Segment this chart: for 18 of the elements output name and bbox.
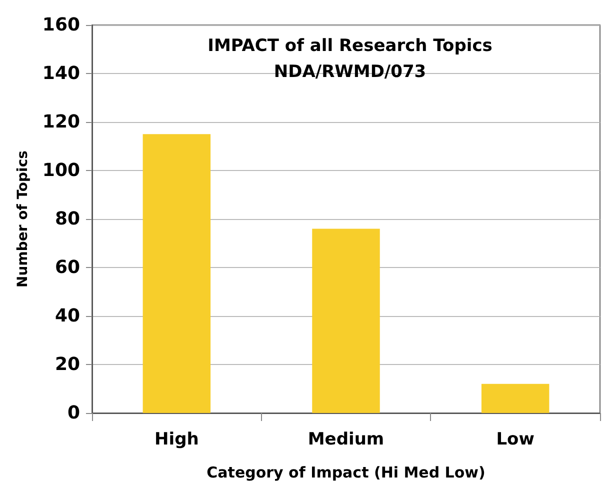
y-axis-title: Number of Topics	[15, 150, 31, 288]
y-tick-label: 40	[54, 306, 80, 326]
y-tick-label: 120	[42, 112, 80, 132]
x-tick-label: Low	[496, 430, 535, 450]
bar	[312, 228, 380, 413]
y-tick-label: 160	[42, 14, 80, 36]
y-tick-label: 20	[54, 354, 80, 375]
bar	[142, 134, 211, 413]
y-tick-label: 80	[54, 208, 80, 230]
x-tick-label: Medium	[308, 430, 384, 450]
bar	[481, 384, 550, 413]
x-tick-label: High	[154, 430, 199, 450]
y-tick-label: 100	[42, 160, 80, 181]
y-tick-label: 60	[54, 257, 80, 278]
y-tick-label: 0	[67, 402, 80, 424]
x-axis-title: Category of Impact (Hi Med Low)	[206, 464, 486, 482]
y-tick-label: 140	[42, 63, 80, 84]
text: IMPACT of all Research Topics NDA/RWMD/073	[208, 36, 492, 82]
